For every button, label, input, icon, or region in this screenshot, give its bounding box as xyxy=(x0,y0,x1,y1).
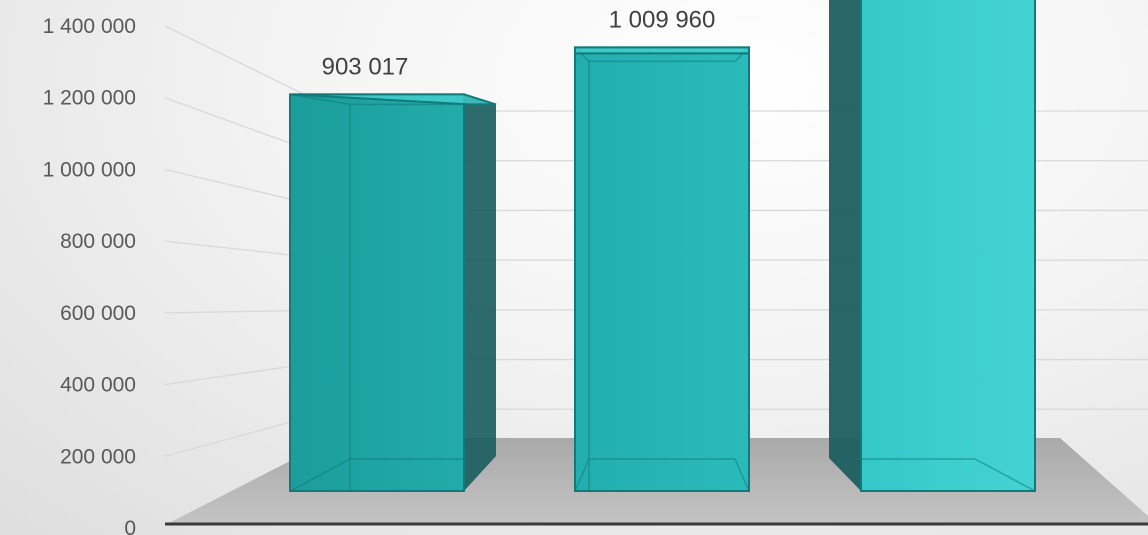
bar-inner-edge xyxy=(974,458,1036,492)
bar-side xyxy=(464,94,496,492)
data-label: 1 009 960 xyxy=(609,6,716,33)
y-tick-label: 1 400 000 xyxy=(43,15,136,38)
bar-1 xyxy=(289,93,497,493)
bar-inner-edge xyxy=(289,93,351,106)
bar-inner-edge xyxy=(860,0,862,491)
bar-top xyxy=(289,93,497,106)
bar-3 xyxy=(829,0,1036,492)
bar-inner-edges xyxy=(860,0,1036,492)
bar-side xyxy=(829,0,861,491)
bar-inner-edge xyxy=(574,458,590,492)
data-label: 903 017 xyxy=(322,53,409,80)
bar-inner-edge xyxy=(734,458,750,492)
y-tick-label: 600 000 xyxy=(60,302,136,325)
y-tick-label: 0 xyxy=(124,517,136,535)
bar-top xyxy=(574,46,750,55)
bar-inner-edges xyxy=(289,93,465,492)
y-tick-label: 1 000 000 xyxy=(43,158,136,181)
y-tick-label: 400 000 xyxy=(60,374,136,397)
y-tick-label: 1 200 000 xyxy=(43,87,136,110)
bar-inner-edge xyxy=(289,458,351,492)
y-tick-label: 800 000 xyxy=(60,230,136,253)
bars xyxy=(289,0,1036,493)
bar-front xyxy=(574,46,750,492)
bar-front xyxy=(289,93,465,493)
y-tick-label: 200 000 xyxy=(60,445,136,468)
bar-front xyxy=(860,0,1036,492)
bar-inner-edges xyxy=(574,46,750,492)
bar-2 xyxy=(574,46,750,492)
